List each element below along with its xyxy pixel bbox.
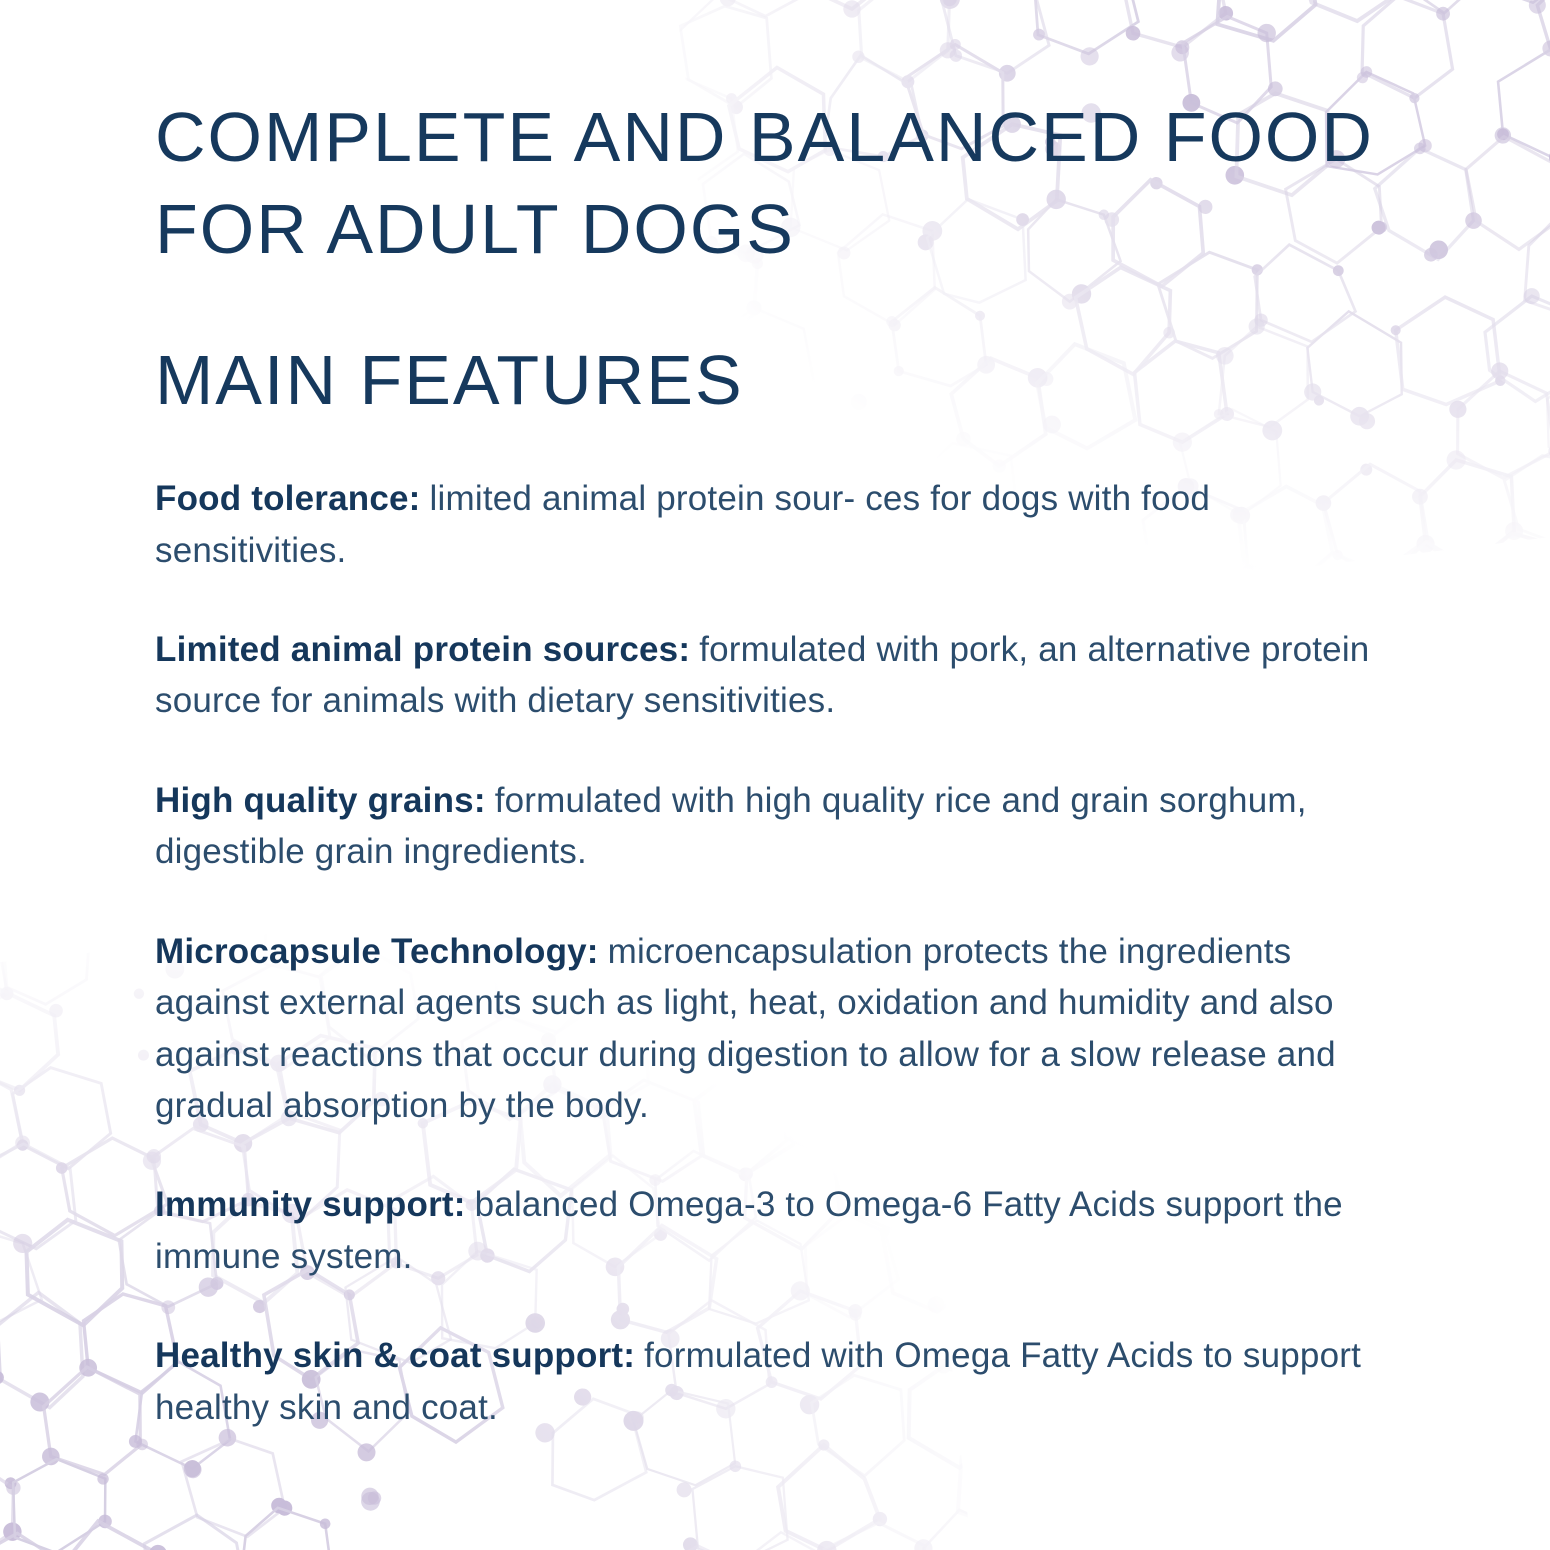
feature-item: Microcapsule Technology: microencapsulati…: [155, 926, 1380, 1132]
feature-item: Healthy skin & coat support: formulated w…: [155, 1330, 1380, 1433]
feature-label: Limited animal protein sources:: [155, 629, 691, 669]
feature-label: Microcapsule Technology:: [155, 931, 599, 971]
feature-item: Food tolerance: limited animal protein so…: [155, 473, 1380, 576]
feature-item: High quality grains: formulated with high…: [155, 775, 1380, 878]
feature-item: Immunity support: balanced Omega-3 to Ome…: [155, 1179, 1380, 1282]
feature-list: Food tolerance: limited animal protein so…: [155, 473, 1380, 1433]
page-title-line2: FOR ADULT DOGS: [155, 189, 795, 268]
feature-label: Immunity support:: [155, 1185, 466, 1225]
feature-label: Food tolerance:: [155, 479, 421, 519]
feature-label: Healthy skin & coat support:: [155, 1336, 636, 1376]
page-title-line1: COMPLETE AND BALANCED FOOD: [155, 98, 1374, 176]
content-area: COMPLETE AND BALANCED FOOD FOR ADULT DOG…: [155, 92, 1380, 1433]
section-heading: MAIN FEATURES: [155, 341, 744, 420]
feature-item: Limited animal protein sources: formulate…: [155, 624, 1380, 727]
feature-label: High quality grains:: [155, 780, 486, 820]
page-title: COMPLETE AND BALANCED FOOD FOR ADULT DOG…: [155, 92, 1380, 275]
